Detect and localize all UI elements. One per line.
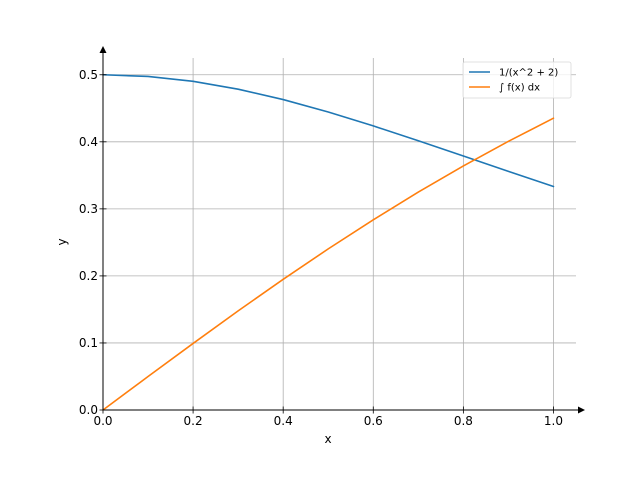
y-tick-label: 0.4 <box>79 135 98 149</box>
legend-label-1: 1/(x^2 + 2) <box>499 68 558 79</box>
x-axis-arrow <box>578 406 585 414</box>
x-tick-label: 0.6 <box>364 414 383 428</box>
legend: 1/(x^2 + 2) ∫ f(x) dx <box>462 61 572 99</box>
series-line-1 <box>102 73 555 188</box>
x-tick-label: 0.0 <box>93 414 112 428</box>
grid <box>102 58 576 411</box>
axes <box>99 46 585 414</box>
series-line-2 <box>102 117 555 411</box>
ticks: 0.0 0.2 0.4 0.6 0.8 1.0 0.0 0.1 0.2 0.3 0.4 0.5 <box>79 68 563 428</box>
x-tick-label: 0.4 <box>274 414 293 428</box>
y-tick-label: 0.5 <box>79 68 98 82</box>
x-tick-label: 1.0 <box>544 414 563 428</box>
x-tick-label: 0.8 <box>454 414 473 428</box>
y-tick-label: 0.2 <box>79 269 98 283</box>
x-axis-label: x <box>324 432 331 446</box>
y-tick-label: 0.0 <box>79 403 98 417</box>
x-tick-label: 0.2 <box>184 414 203 428</box>
legend-label-2: ∫ f(x) dx <box>499 83 540 94</box>
y-axis-arrow <box>99 46 107 53</box>
y-tick-label: 0.3 <box>79 202 98 216</box>
series-group <box>102 73 555 411</box>
legend-box <box>462 61 572 99</box>
y-tick-label: 0.1 <box>79 336 98 350</box>
y-axis-label: y <box>55 238 69 245</box>
